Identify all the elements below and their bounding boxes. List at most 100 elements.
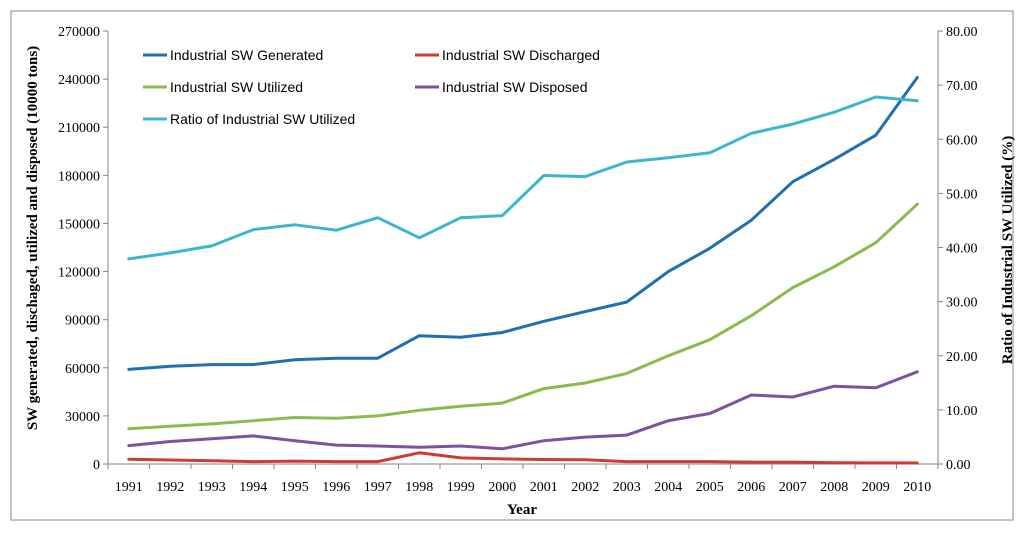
data-point bbox=[335, 357, 338, 360]
legend-label: Industrial SW Disposed bbox=[442, 79, 588, 95]
data-point bbox=[127, 444, 130, 447]
x-tick-label: 1998 bbox=[405, 480, 433, 495]
data-point bbox=[625, 301, 628, 304]
y-tick-label: 30000 bbox=[65, 410, 100, 425]
data-point bbox=[459, 456, 462, 459]
data-point bbox=[542, 174, 545, 177]
data-point bbox=[542, 439, 545, 442]
series-line bbox=[127, 202, 919, 431]
y2-tick-label: 50.00 bbox=[946, 187, 978, 202]
data-point bbox=[376, 445, 379, 448]
y2-tick-label: 10.00 bbox=[946, 404, 978, 419]
y-tick-label: 180000 bbox=[58, 169, 100, 184]
data-point bbox=[791, 286, 794, 289]
data-point bbox=[501, 402, 504, 405]
data-point bbox=[874, 96, 877, 99]
y-tick-label: 210000 bbox=[58, 121, 100, 136]
legend-label: Industrial SW Discharged bbox=[442, 47, 600, 63]
data-point bbox=[791, 123, 794, 126]
x-tick-label: 1996 bbox=[322, 480, 350, 495]
series-line bbox=[127, 370, 919, 451]
chart-border bbox=[10, 10, 1014, 521]
data-point bbox=[833, 158, 836, 161]
y-tick-label: 150000 bbox=[58, 217, 100, 232]
y-tick-label: 270000 bbox=[58, 25, 100, 40]
y-tick-label: 240000 bbox=[58, 73, 100, 88]
data-point bbox=[127, 257, 130, 260]
data-point bbox=[667, 156, 670, 159]
data-point bbox=[252, 460, 255, 463]
data-point bbox=[459, 445, 462, 448]
data-point bbox=[252, 228, 255, 231]
x-tick-label: 2008 bbox=[820, 480, 848, 495]
data-point bbox=[169, 425, 172, 428]
data-point bbox=[169, 365, 172, 368]
x-tick-label: 2006 bbox=[737, 480, 765, 495]
data-point bbox=[625, 372, 628, 375]
data-point bbox=[376, 460, 379, 463]
series-line bbox=[127, 451, 919, 465]
x-tick-label: 2005 bbox=[696, 480, 724, 495]
data-point bbox=[667, 270, 670, 273]
series-4 bbox=[127, 370, 919, 451]
data-point bbox=[459, 336, 462, 339]
x-tick-label: 2003 bbox=[613, 480, 641, 495]
data-point bbox=[293, 460, 296, 463]
legend-item: Industrial SW Disposed bbox=[415, 79, 588, 95]
data-point bbox=[169, 458, 172, 461]
data-point bbox=[708, 151, 711, 154]
data-point bbox=[791, 180, 794, 183]
legend-item: Industrial SW Discharged bbox=[415, 47, 600, 63]
y2-tick-label: 30.00 bbox=[946, 296, 978, 311]
data-point bbox=[210, 244, 213, 247]
data-point bbox=[252, 434, 255, 437]
data-point bbox=[501, 331, 504, 334]
data-point bbox=[874, 461, 877, 464]
series-3 bbox=[127, 202, 919, 431]
y2-tick-label: 40.00 bbox=[946, 242, 978, 257]
series-5 bbox=[127, 95, 919, 261]
data-point bbox=[252, 419, 255, 422]
data-point bbox=[874, 241, 877, 244]
x-tick-label: 2002 bbox=[571, 480, 599, 495]
data-point bbox=[501, 214, 504, 217]
x-tick-label: 1995 bbox=[281, 480, 309, 495]
data-point bbox=[833, 111, 836, 114]
data-point bbox=[335, 444, 338, 447]
y-tick-label: 60000 bbox=[65, 362, 100, 377]
y2-tick-label: 60.00 bbox=[946, 133, 978, 148]
data-point bbox=[127, 427, 130, 430]
data-point bbox=[459, 405, 462, 408]
data-point bbox=[459, 216, 462, 219]
x-tick-label: 1993 bbox=[198, 480, 226, 495]
legend-item: Industrial SW Utilized bbox=[143, 79, 303, 95]
series-2 bbox=[127, 451, 919, 465]
data-point bbox=[708, 338, 711, 341]
data-point bbox=[293, 223, 296, 226]
data-point bbox=[501, 457, 504, 460]
legend: Industrial SW Generated Industrial SW Dis… bbox=[143, 47, 600, 127]
data-point bbox=[293, 416, 296, 419]
data-point bbox=[169, 251, 172, 254]
y2-tick-label: 70.00 bbox=[946, 79, 978, 94]
data-point bbox=[376, 414, 379, 417]
data-point bbox=[127, 368, 130, 371]
data-point bbox=[376, 216, 379, 219]
data-point bbox=[833, 461, 836, 464]
y2-tick-label: 0.00 bbox=[946, 458, 971, 473]
x-tick-label: 2001 bbox=[530, 480, 558, 495]
y2-axis-title: Ratio of Industrial SW Utilized (%) bbox=[1000, 136, 1016, 364]
data-point bbox=[916, 370, 919, 373]
data-point bbox=[335, 460, 338, 463]
data-point bbox=[293, 439, 296, 442]
data-point bbox=[625, 434, 628, 437]
y-tick-label: 120000 bbox=[58, 266, 100, 281]
data-point bbox=[335, 229, 338, 232]
y-tick-label: 90000 bbox=[65, 314, 100, 329]
data-point bbox=[501, 447, 504, 450]
x-tick-label: 1991 bbox=[115, 480, 143, 495]
data-point bbox=[127, 458, 130, 461]
legend-item: Ratio of Industrial SW Utilized bbox=[143, 111, 355, 127]
legend-label: Ratio of Industrial SW Utilized bbox=[170, 111, 355, 127]
